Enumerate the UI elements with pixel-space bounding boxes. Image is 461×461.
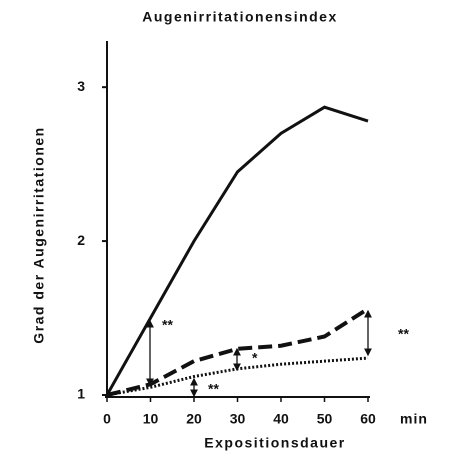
annotation: ** <box>208 381 219 397</box>
annotation: ** <box>162 317 173 333</box>
x-tick-label: 40 <box>273 411 289 427</box>
x-unit: min <box>400 411 428 427</box>
chart-title: Augenirritationensindex <box>142 9 338 25</box>
y-tick-label: 3 <box>77 78 85 94</box>
x-tick-label: 50 <box>317 411 333 427</box>
data-line <box>105 105 369 396</box>
annotation: * <box>252 350 258 366</box>
x-tick-label: 0 <box>103 411 111 427</box>
x-axis-label: Expositionsdauer <box>204 435 345 451</box>
y-tick-label: 1 <box>77 386 85 402</box>
x-tick-label: 10 <box>143 411 159 427</box>
x-tick-label: 20 <box>186 411 202 427</box>
data-line <box>106 307 370 397</box>
annotation: ** <box>398 326 409 342</box>
x-tick-label: 60 <box>360 411 376 427</box>
data-line <box>106 356 369 397</box>
x-tick-label: 30 <box>230 411 246 427</box>
y-tick-label: 2 <box>77 232 85 248</box>
y-axis-label: Grad der Augenirritationen <box>31 126 47 343</box>
